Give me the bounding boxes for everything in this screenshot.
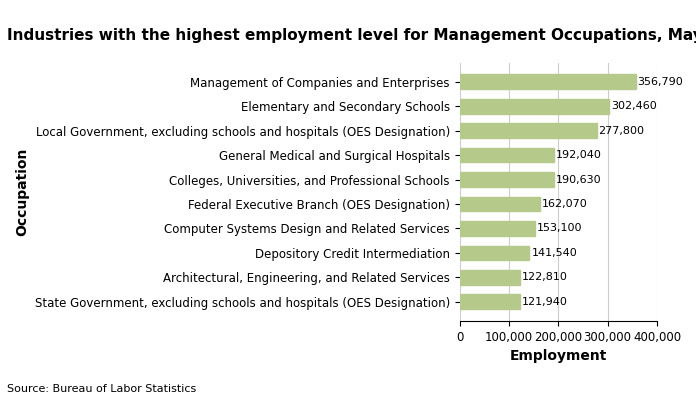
- Bar: [459, 148, 554, 162]
- Text: 121,940: 121,940: [522, 297, 567, 307]
- Bar: [459, 99, 609, 113]
- X-axis label: Employment: Employment: [509, 349, 607, 363]
- Text: 302,460: 302,460: [611, 101, 656, 111]
- Text: 192,040: 192,040: [556, 150, 602, 160]
- Text: 190,630: 190,630: [555, 175, 601, 185]
- Text: 153,100: 153,100: [537, 223, 583, 234]
- Bar: [459, 270, 520, 285]
- Bar: [459, 221, 535, 236]
- Text: 122,810: 122,810: [522, 272, 568, 282]
- Bar: [459, 74, 635, 89]
- Bar: [459, 246, 530, 260]
- Text: Source: Bureau of Labor Statistics: Source: Bureau of Labor Statistics: [7, 384, 196, 394]
- Text: 162,070: 162,070: [541, 199, 587, 209]
- Bar: [459, 197, 539, 211]
- Y-axis label: Occupation: Occupation: [15, 148, 29, 236]
- Text: 356,790: 356,790: [638, 77, 683, 87]
- Bar: [459, 295, 520, 309]
- Text: Industries with the highest employment level for Management Occupations, May 201: Industries with the highest employment l…: [7, 28, 696, 43]
- Bar: [459, 123, 596, 138]
- Bar: [459, 172, 553, 187]
- Text: 141,540: 141,540: [531, 248, 577, 258]
- Text: 277,800: 277,800: [599, 126, 644, 136]
